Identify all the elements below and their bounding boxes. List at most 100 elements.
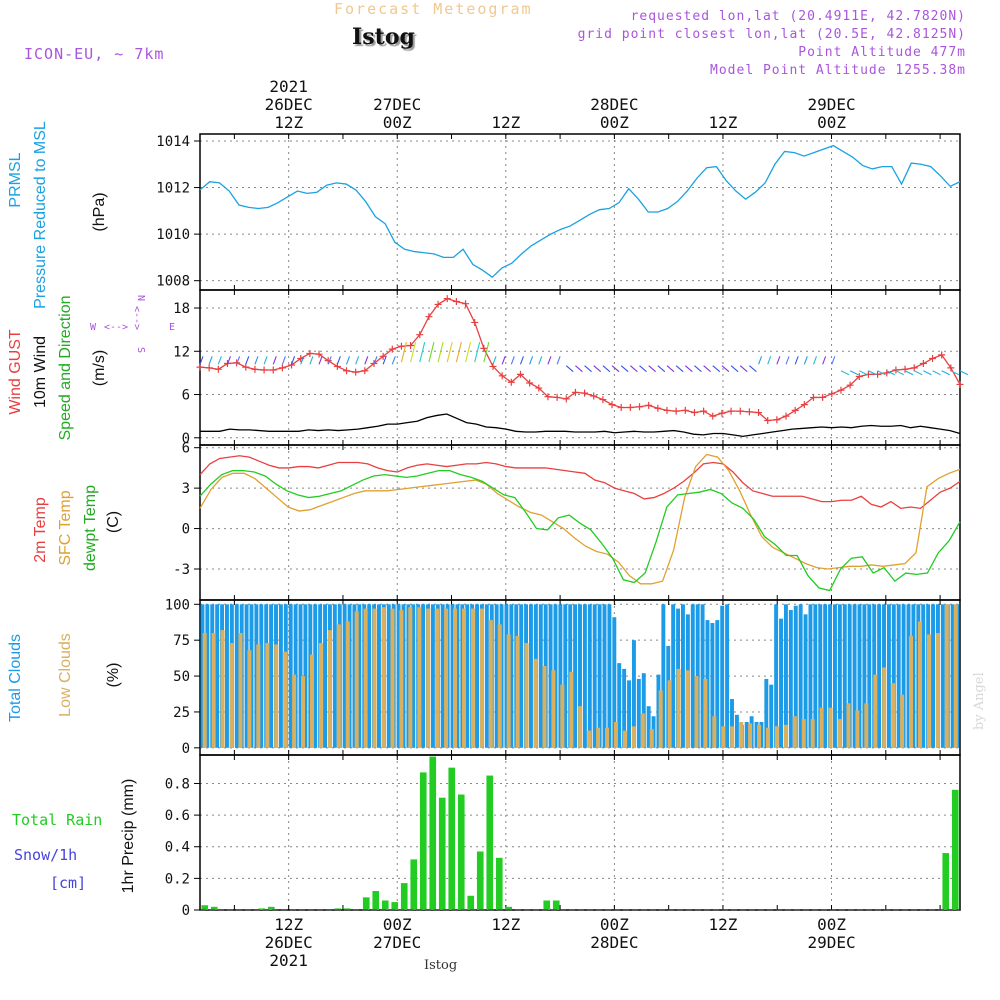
- total-clouds-bar: [430, 604, 435, 748]
- total-clouds-bar: [538, 604, 543, 748]
- total-clouds-bar: [303, 604, 308, 748]
- pressure-ylabel-2: Pressure Reduced to MSL: [32, 121, 49, 309]
- low-clouds-bar: [819, 707, 824, 748]
- low-clouds-bar: [461, 608, 466, 748]
- time-top-date: 29DEC: [807, 95, 855, 114]
- low-clouds-bar: [882, 667, 887, 748]
- temp-ylabel-sfc: SFC Temp: [57, 490, 74, 565]
- wind-direction-arrow: [327, 356, 332, 365]
- low-clouds-bar: [667, 680, 672, 748]
- total-clouds-bar: [342, 604, 347, 748]
- total-clouds-bar: [896, 604, 901, 748]
- point-altitude: Point Altitude 477m: [798, 45, 966, 60]
- total-clouds-bar: [950, 604, 955, 748]
- low-clouds-bar: [435, 608, 440, 748]
- total-clouds-bar: [455, 604, 460, 748]
- total-clouds-bar: [823, 604, 828, 748]
- wind-direction-arrow: [336, 356, 341, 365]
- wind-direction-arrow: [895, 370, 905, 376]
- wind-direction-arrow: [547, 356, 552, 365]
- wind-direction-arrow: [519, 356, 524, 365]
- clouds-ytick-label: 75: [173, 633, 190, 649]
- total-clouds-bar: [779, 618, 783, 748]
- wind-direction-arrow: [501, 356, 506, 365]
- low-clouds-bar: [587, 730, 592, 748]
- low-clouds-bar: [605, 727, 610, 748]
- wind-direction-arrow: [721, 365, 730, 373]
- t2m-line: [199, 455, 961, 510]
- wind-direction-arrow: [373, 356, 378, 365]
- low-clouds-bar: [622, 730, 627, 748]
- gust-marker: [809, 393, 817, 401]
- low-clouds-bar: [506, 634, 511, 748]
- precip-ytick-label: 0.6: [165, 808, 190, 824]
- precip-ytick-label: 0.8: [165, 776, 190, 792]
- wind-direction-arrow: [217, 356, 222, 365]
- gust-marker: [553, 393, 561, 401]
- low-clouds-bar: [712, 716, 717, 748]
- wind-direction-arrow: [812, 356, 818, 365]
- gust-marker: [617, 404, 625, 412]
- total-clouds-bar: [764, 678, 769, 748]
- gust-marker: [672, 407, 680, 415]
- wind-direction-arrow: [712, 365, 721, 373]
- gust-marker: [709, 412, 717, 420]
- gust-marker: [535, 384, 543, 392]
- wind-direction-arrow: [666, 365, 675, 373]
- wind-ytick-label: 6: [182, 388, 190, 404]
- total-clouds-bar: [671, 604, 676, 748]
- total-clouds-bar: [646, 706, 651, 748]
- total-clouds-bar: [730, 699, 734, 748]
- total-clouds-bar: [681, 604, 685, 748]
- clouds-ylabel-low: Low Clouds: [57, 633, 74, 717]
- total-clouds-bar: [617, 663, 622, 748]
- time-top-hour: 12Z: [274, 113, 303, 132]
- low-clouds-bar: [631, 726, 636, 748]
- wind-direction-arrow: [593, 365, 602, 373]
- low-clouds-bar: [792, 716, 797, 748]
- total-clouds-bar: [553, 604, 558, 748]
- pressure-ytick-label: 1012: [156, 181, 190, 197]
- rain-bar: [400, 883, 408, 910]
- clouds-ytick-label: 25: [173, 705, 190, 721]
- gust-marker: [910, 364, 918, 372]
- wind-direction-arrow: [455, 341, 462, 363]
- gust-marker: [571, 388, 579, 396]
- low-clouds-bar: [524, 643, 529, 748]
- gust-marker: [654, 404, 662, 412]
- rain-bar: [505, 906, 513, 910]
- low-clouds-bar: [479, 608, 484, 748]
- rain-bar: [372, 891, 380, 910]
- total-clouds-bar: [828, 604, 833, 748]
- compass-arrows-h: <-->: [104, 322, 128, 333]
- low-clouds-bar: [649, 729, 654, 748]
- temp-ylabel-2m: 2m Temp: [32, 497, 49, 563]
- gust-marker: [690, 409, 698, 417]
- low-clouds-bar: [578, 706, 583, 748]
- total-clouds-bar: [269, 604, 274, 748]
- wind-direction-arrow: [236, 356, 241, 365]
- wind-direction-arrow: [226, 356, 231, 365]
- low-clouds-bar: [694, 676, 699, 748]
- wind-direction-arrow: [758, 356, 763, 365]
- gust-marker: [251, 365, 259, 373]
- wind-frame: [199, 289, 961, 446]
- low-clouds-bar: [283, 651, 288, 748]
- total-clouds-bar: [700, 604, 705, 748]
- low-clouds-bar: [354, 611, 359, 748]
- rain-bar: [448, 767, 456, 910]
- low-clouds-bar: [220, 630, 225, 748]
- gust-marker: [379, 352, 387, 360]
- low-clouds-bar: [381, 607, 386, 748]
- wind-direction-arrow: [913, 370, 923, 376]
- wind-ytick-label: 18: [173, 301, 190, 317]
- total-clouds-bar: [901, 604, 906, 748]
- low-clouds-bar: [301, 676, 306, 748]
- precip-label-rain: Total Rain: [12, 811, 102, 829]
- wind-speed-line: [200, 413, 961, 438]
- temperature-ytick-label: -3: [173, 562, 190, 578]
- wind-direction-arrow: [868, 370, 877, 376]
- total-clouds-bar: [842, 604, 847, 748]
- rain-bar: [410, 859, 418, 910]
- total-clouds-bar: [759, 721, 764, 748]
